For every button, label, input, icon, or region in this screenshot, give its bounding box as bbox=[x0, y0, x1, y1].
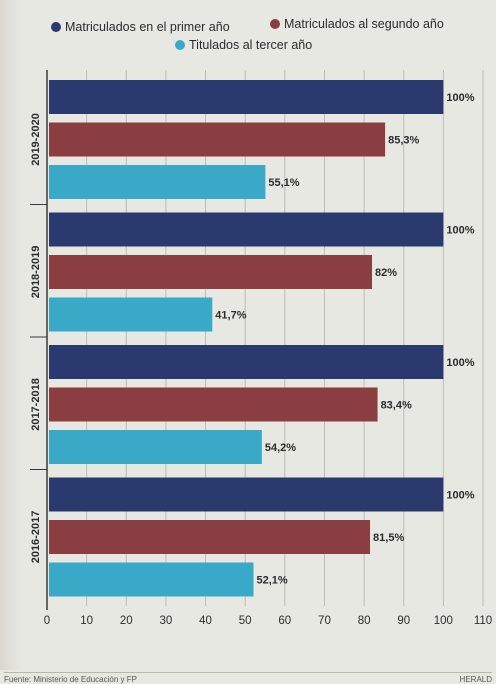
group-label-2016-2017: 2016-2017 bbox=[30, 511, 42, 564]
x-tick-label-80: 80 bbox=[358, 615, 371, 627]
x-tick-label-70: 70 bbox=[318, 615, 331, 627]
x-tick-label-40: 40 bbox=[199, 615, 212, 627]
bar-2017-2018-series-1 bbox=[49, 345, 444, 379]
chart-data-labels: 100% 85,3% 55,1% 100% 82% 41,7% 100% 83,4% 54,2%… bbox=[215, 92, 474, 587]
bar-2019-2020-series-3 bbox=[49, 165, 266, 199]
data-label-2018-2019-series-2: 82% bbox=[375, 267, 397, 279]
group-label-2019-2020: 2019-2020 bbox=[30, 113, 42, 166]
chart-legend: Matriculados en el primer año Matriculado… bbox=[51, 17, 444, 52]
data-label-2018-2019-series-1: 100% bbox=[446, 225, 474, 237]
chart-grid bbox=[46, 70, 484, 610]
publisher-mark: HERALD bbox=[459, 675, 492, 684]
bar-2016-2017-series-2 bbox=[49, 520, 371, 554]
x-tick-label-100: 100 bbox=[434, 615, 453, 627]
data-label-2017-2018-series-3: 54,2% bbox=[265, 442, 296, 454]
data-label-2019-2020-series-3: 55,1% bbox=[268, 177, 299, 189]
data-label-2017-2018-series-1: 100% bbox=[446, 357, 474, 369]
legend-label-2: Matriculados al segundo año bbox=[284, 17, 444, 31]
bar-chart: Matriculados en el primer año Matriculado… bbox=[30, 17, 492, 627]
chart-group-labels: 2019-2020 2018-2019 2017-2018 2016-2017 bbox=[30, 113, 47, 563]
bar-2017-2018-series-3 bbox=[49, 430, 262, 464]
chart-bars bbox=[49, 80, 444, 597]
data-label-2018-2019-series-3: 41,7% bbox=[215, 310, 246, 322]
chart-x-axis: 0 10 20 30 40 50 60 70 80 90 100 110 bbox=[44, 615, 492, 627]
page-edge-strip bbox=[0, 0, 22, 670]
legend-marker-3 bbox=[175, 40, 185, 50]
bar-2016-2017-series-3 bbox=[49, 562, 254, 597]
x-tick-label-30: 30 bbox=[160, 615, 173, 627]
data-label-2016-2017-series-2: 81,5% bbox=[373, 532, 404, 544]
legend-marker-2 bbox=[270, 19, 280, 29]
bar-2018-2019-series-2 bbox=[49, 255, 373, 289]
bar-2018-2019-series-1 bbox=[49, 212, 444, 247]
legend-label-3: Titulados al tercer año bbox=[189, 38, 312, 52]
bar-2017-2018-series-2 bbox=[49, 387, 378, 422]
group-label-2017-2018: 2017-2018 bbox=[30, 378, 42, 431]
source-note: Fuente: Ministerio de Educación y FP bbox=[4, 675, 137, 684]
x-tick-label-110: 110 bbox=[474, 615, 492, 627]
bar-2019-2020-series-1 bbox=[49, 80, 444, 114]
x-tick-label-50: 50 bbox=[239, 615, 252, 627]
data-label-2017-2018-series-2: 83,4% bbox=[381, 400, 412, 412]
bar-2018-2019-series-3 bbox=[49, 297, 213, 332]
data-label-2016-2017-series-3: 52,1% bbox=[257, 575, 288, 587]
group-label-2018-2019: 2018-2019 bbox=[30, 246, 42, 299]
data-label-2019-2020-series-1: 100% bbox=[446, 92, 474, 104]
x-tick-label-0: 0 bbox=[44, 615, 50, 627]
x-tick-label-10: 10 bbox=[80, 615, 93, 627]
x-tick-label-60: 60 bbox=[278, 615, 291, 627]
data-label-2016-2017-series-1: 100% bbox=[446, 490, 474, 502]
bar-2019-2020-series-2 bbox=[49, 122, 386, 157]
legend-label-1: Matriculados en el primer año bbox=[65, 20, 230, 34]
data-label-2019-2020-series-2: 85,3% bbox=[388, 135, 419, 147]
chart-footer: Fuente: Ministerio de Educación y FP HER… bbox=[4, 672, 492, 684]
bar-2016-2017-series-1 bbox=[49, 477, 444, 512]
legend-marker-1 bbox=[51, 22, 61, 32]
x-tick-label-90: 90 bbox=[397, 615, 410, 627]
x-tick-label-20: 20 bbox=[120, 615, 133, 627]
